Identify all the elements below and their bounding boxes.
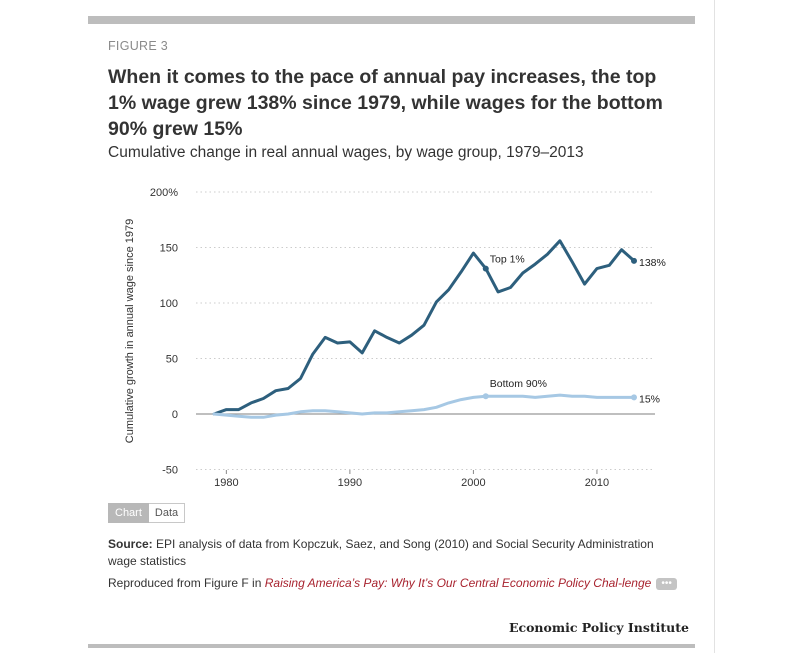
figure-label: FIGURE 3 [108,39,169,53]
report-link[interactable]: Raising America’s Pay: Why It’s Our Cent… [264,576,652,590]
y-axis-title: Cumulative growth in annual wage since 1… [124,219,136,443]
series-end-label: 138% [639,257,666,269]
series-end-label: 15% [639,393,660,405]
frame-divider [714,0,715,653]
y-tick-label: 50 [166,354,178,366]
top-rule [88,16,695,24]
y-tick-label: -50 [162,465,178,477]
y-tick-label: 150 [160,243,178,255]
chart-subtitle: Cumulative change in real annual wages, … [108,144,584,161]
source-text: EPI analysis of data from Kopczuk, Saez,… [108,537,654,568]
x-tick-label: 2000 [461,477,485,489]
bottom-rule [88,644,695,648]
source-note: Source: EPI analysis of data from Kopczu… [108,536,678,570]
series-line-bottom-90- [212,393,636,419]
y-tick-label: 100 [160,298,178,310]
y-tick-label: 0 [172,409,178,421]
reproduced-note: Reproduced from Figure F in Raising Amer… [108,575,678,592]
series-label-top-1: Top 1% [490,254,525,266]
y-tick-label: 200% [150,187,178,199]
view-tabs: Chart Data [108,503,186,523]
x-tick-label: 1990 [338,477,362,489]
source-label: Source: [108,537,153,551]
series-label-bottom-90: Bottom 90% [490,378,547,390]
more-options-button[interactable]: ••• [656,577,677,590]
chart-title: When it comes to the pace of annual pay … [108,66,663,140]
x-tick-label: 1980 [214,477,238,489]
tab-data[interactable]: Data [148,503,186,523]
reproduced-prefix: Reproduced from Figure F in [108,576,265,590]
epi-brand: Economic Policy Institute [508,620,689,635]
series-marker [482,393,489,400]
series-marker [482,265,489,272]
series-end-point [631,257,637,264]
series-line-top-1- [212,239,636,416]
tab-chart[interactable]: Chart [108,503,149,523]
series-end-point [631,394,637,401]
x-tick-label: 2010 [585,477,609,489]
